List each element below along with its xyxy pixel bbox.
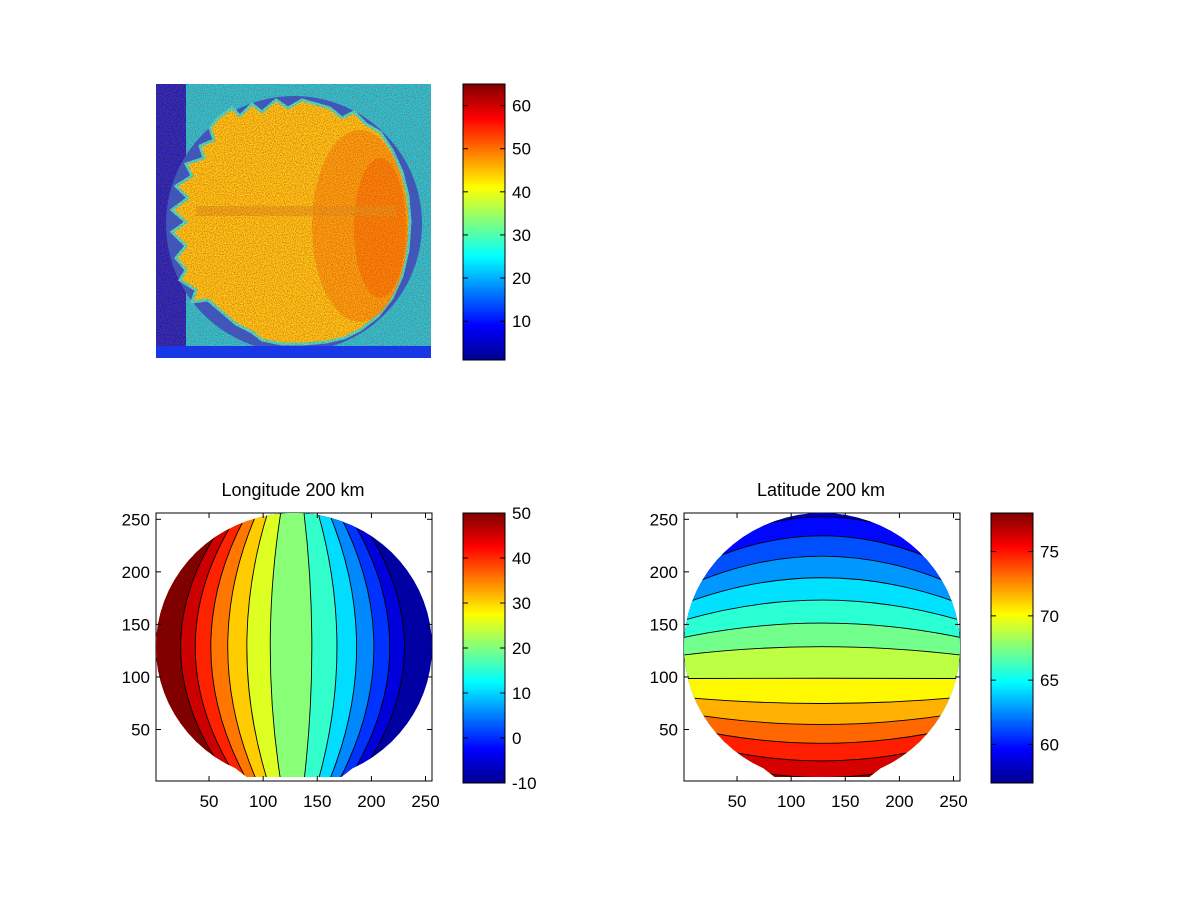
contour-line [354, 513, 405, 777]
colorbar-tick-label: 40 [512, 183, 531, 202]
y-tick-label: 150 [650, 615, 678, 634]
x-tick-label: 100 [777, 792, 805, 811]
image-noise [156, 84, 431, 358]
contour-line [684, 712, 960, 725]
image-bottom-strip [156, 346, 431, 358]
y-tick-label: 100 [122, 668, 150, 687]
panel-latitude: Latitude 200 km 50 100 150 200 250 50 100 150 20… [650, 480, 1059, 811]
x-tick-label: 50 [200, 792, 219, 811]
x-tick-label: 250 [939, 792, 967, 811]
contour-line [246, 513, 269, 777]
colorbar-tick-label: 60 [1040, 735, 1059, 754]
contour-line [346, 513, 391, 777]
panel-raw-image: 10 20 30 40 50 60 [156, 83, 531, 361]
panel-longitude: Longitude 200 km 50 100 150 200 250501001502… [122, 480, 537, 811]
colorbar-2: -10 0 10 20 30 40 50 [462, 504, 537, 793]
x-tick-label: 150 [303, 792, 331, 811]
x-tick-label: 200 [357, 792, 385, 811]
colorbar-tick-label: 70 [1040, 607, 1059, 626]
contour-line [684, 599, 960, 622]
contour-line [684, 646, 960, 656]
colorbar-tick-label: 50 [512, 504, 531, 523]
colorbar-tick-label: 65 [1040, 671, 1059, 690]
colorbar-tick-label: 30 [512, 226, 531, 245]
contour-line [684, 577, 960, 605]
contour-line [210, 513, 249, 777]
colorbar-tick-label: -10 [512, 774, 537, 793]
contour-line [327, 513, 357, 777]
y-tick-label: 200 [650, 563, 678, 582]
latitude-title: Latitude 200 km [757, 480, 885, 500]
x-tick-label: 150 [831, 792, 859, 811]
colorbar-tick-label: 60 [512, 97, 531, 116]
colorbar-tick-label: 30 [512, 594, 531, 613]
y-tick-label: 200 [122, 563, 150, 582]
contour-line [317, 513, 338, 777]
colorbar-tick-label: 50 [512, 140, 531, 159]
colorbar-tick-label: 20 [512, 639, 531, 658]
colorbar-tick-label: 10 [512, 312, 531, 331]
contour-line [194, 513, 241, 777]
y-tick-label: 100 [650, 668, 678, 687]
y-tick-label: 50 [659, 721, 678, 740]
x-tick-label: 250 [411, 792, 439, 811]
contour-line [303, 513, 313, 777]
longitude-axis-ticks: 50 100 150 200 250 50 100 150 200 250 [122, 510, 440, 811]
contour-line [227, 513, 259, 777]
colorbar-tick-label: 0 [512, 729, 521, 748]
y-tick-label: 50 [131, 721, 150, 740]
colorbar-tick-label: 40 [512, 549, 531, 568]
colorbar-tick-label: 10 [512, 684, 531, 703]
contour-line [684, 555, 960, 589]
contour-line [684, 726, 960, 744]
y-tick-label: 150 [122, 615, 150, 634]
contour-line [269, 513, 282, 777]
y-tick-label: 250 [122, 510, 150, 529]
x-tick-label: 50 [728, 792, 747, 811]
latitude-axis-ticks: 50 100 150 200 250 50 100 150 200 250 [650, 510, 968, 811]
colorbar-tick-label: 75 [1040, 543, 1059, 562]
longitude-title: Longitude 200 km [221, 480, 364, 500]
contour-line [337, 513, 375, 777]
x-tick-label: 200 [885, 792, 913, 811]
contour-line [684, 622, 960, 639]
colorbar-tick-label: 20 [512, 269, 531, 288]
colorbar-1: 10 20 30 40 50 60 [462, 83, 531, 361]
y-tick-label: 250 [650, 510, 678, 529]
contour-line [684, 696, 960, 704]
colorbar-3: 60 65 70 75 [990, 512, 1059, 784]
contour-line [180, 513, 233, 777]
x-tick-label: 100 [249, 792, 277, 811]
